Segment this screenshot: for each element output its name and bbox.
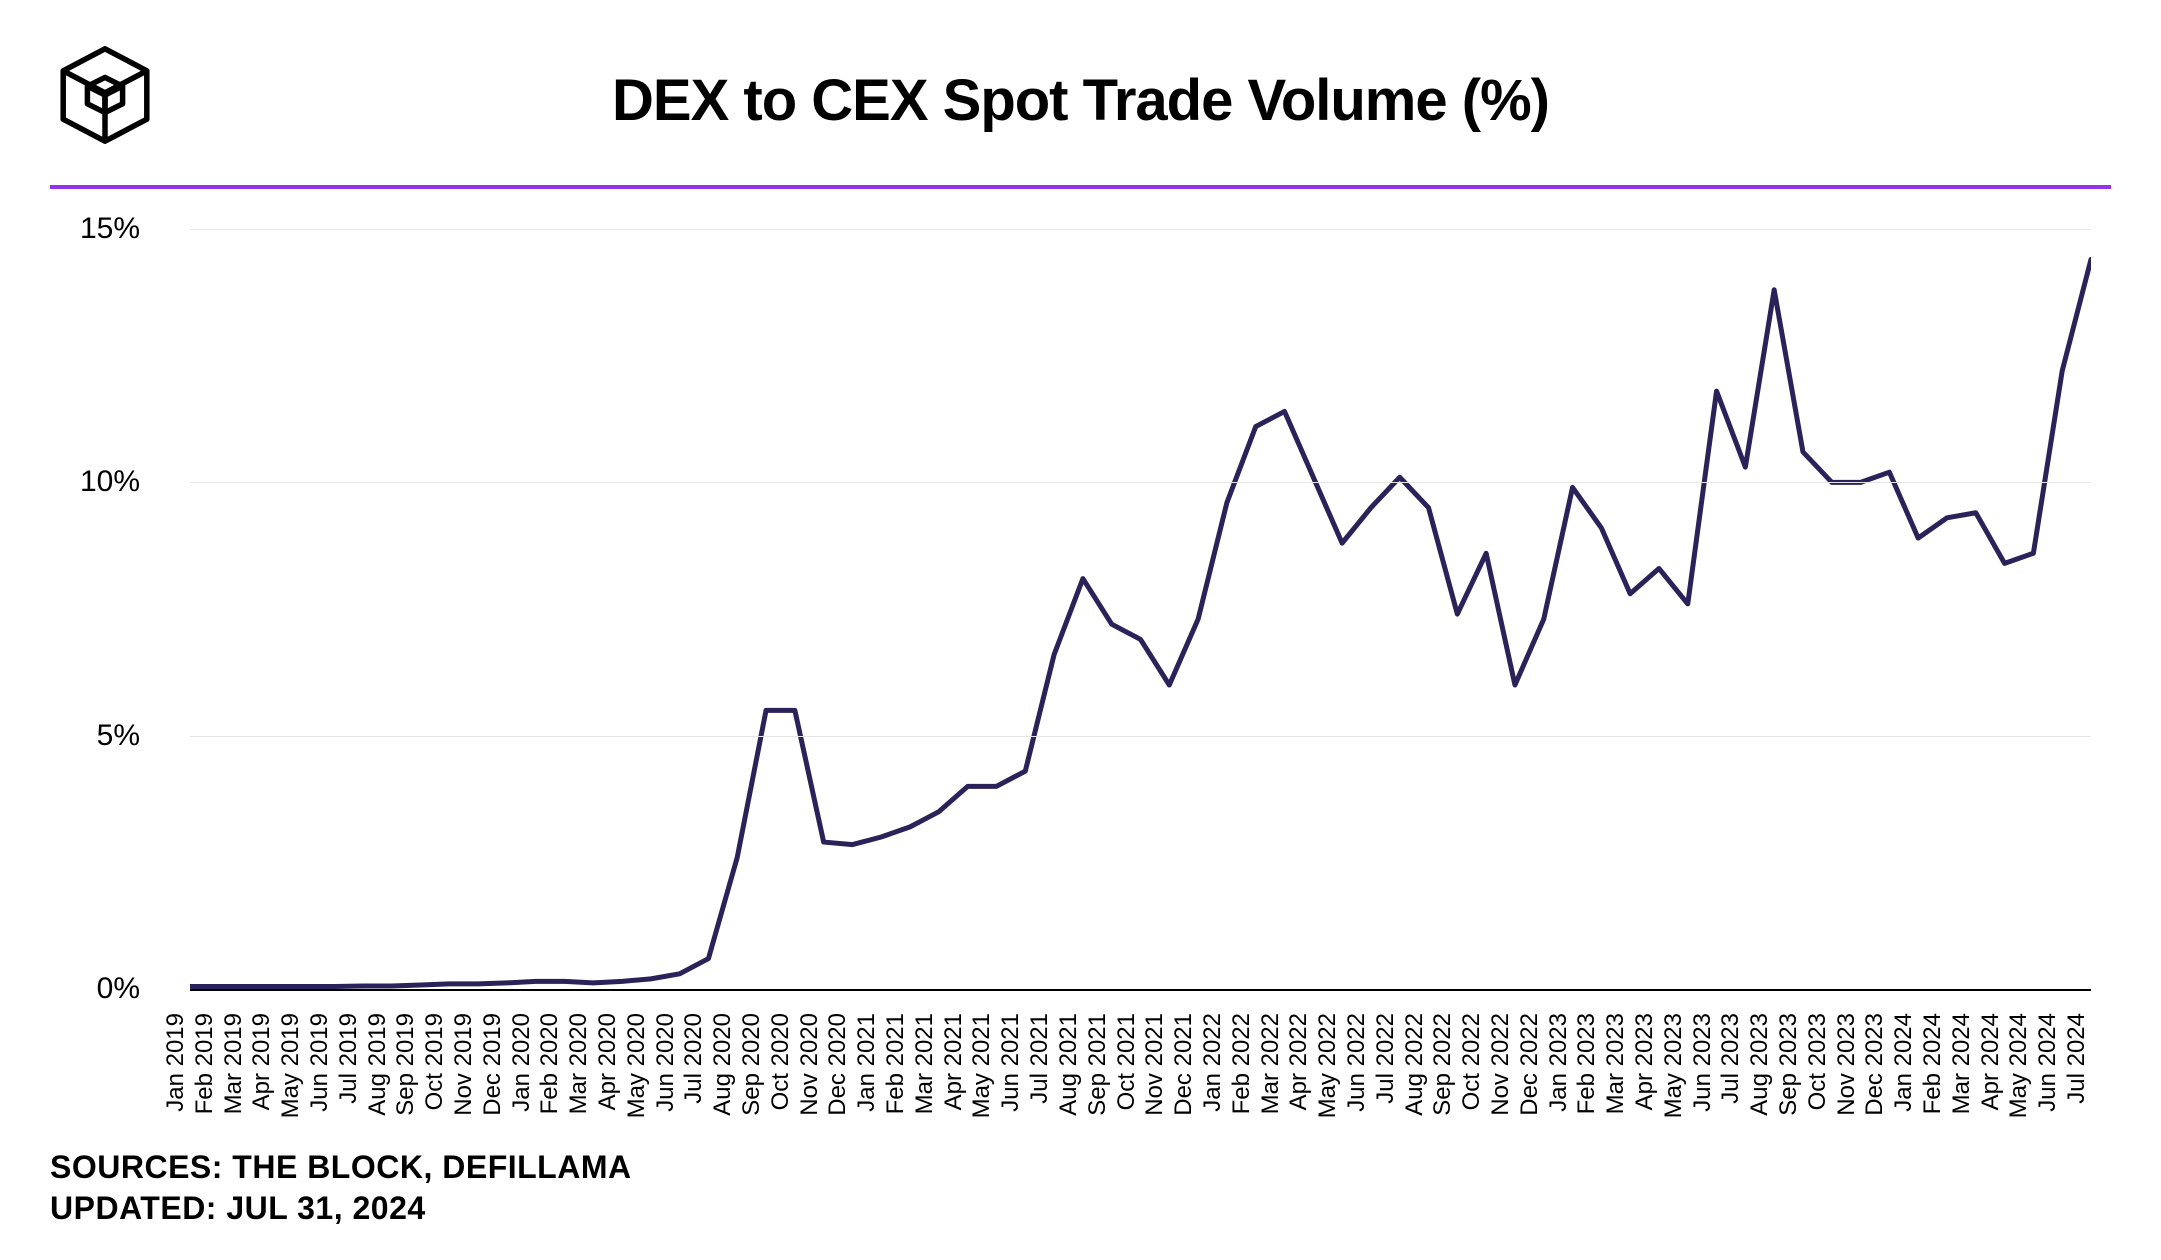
x-tick-label: Dec 2021 <box>1170 1013 1198 1116</box>
x-tick-label: Aug 2023 <box>1746 1013 1774 1116</box>
x-tick-label: Sep 2020 <box>738 1013 766 1116</box>
x-tick-label: Feb 2023 <box>1573 1013 1601 1114</box>
x-tick-label: Mar 2022 <box>1257 1013 1285 1114</box>
gridline <box>190 229 2091 230</box>
chart-container: DEX to CEX Spot Trade Volume (%) 0% 5% 10%… <box>0 0 2161 1260</box>
x-tick-label: Jan 2021 <box>853 1013 881 1112</box>
cube-logo-icon <box>50 40 160 150</box>
x-tick-label: Apr 2023 <box>1631 1013 1659 1110</box>
x-tick-label: May 2019 <box>277 1013 305 1118</box>
x-tick-label: Oct 2019 <box>421 1013 449 1110</box>
x-tick-label: Sep 2019 <box>392 1013 420 1116</box>
x-tick-label: Feb 2021 <box>882 1013 910 1114</box>
x-tick-label: Jun 2024 <box>2034 1013 2062 1112</box>
updated-text: UPDATED: JUL 31, 2024 <box>50 1188 632 1230</box>
x-tick-label: Nov 2020 <box>796 1013 824 1116</box>
x-tick-label: Jan 2022 <box>1199 1013 1227 1112</box>
x-tick-label: May 2022 <box>1314 1013 1342 1118</box>
x-tick-label: Dec 2020 <box>824 1013 852 1116</box>
x-tick-label: Apr 2020 <box>594 1013 622 1110</box>
x-tick-label: Jul 2022 <box>1372 1013 1400 1104</box>
x-tick-label: Aug 2021 <box>1055 1013 1083 1116</box>
x-tick-label: Jan 2019 <box>162 1013 190 1112</box>
x-tick-label: Feb 2024 <box>1919 1013 1947 1114</box>
chart-area: 0%5%10%15% Jan 2019Feb 2019Mar 2019Apr 2… <box>50 229 2111 989</box>
x-tick-label: Mar 2024 <box>1948 1013 1976 1114</box>
x-tick-label: Sep 2022 <box>1429 1013 1457 1116</box>
x-tick-label: Aug 2020 <box>709 1013 737 1116</box>
gridline <box>190 736 2091 737</box>
x-tick-label: Oct 2022 <box>1458 1013 1486 1110</box>
x-tick-label: Jul 2021 <box>1026 1013 1054 1104</box>
brand-logo <box>50 40 160 155</box>
x-tick-label: Nov 2022 <box>1487 1013 1515 1116</box>
x-tick-label: Jun 2021 <box>997 1013 1025 1112</box>
x-tick-label: Aug 2019 <box>364 1013 392 1116</box>
x-tick-label: May 2023 <box>1660 1013 1688 1118</box>
x-tick-label: Dec 2022 <box>1516 1013 1544 1116</box>
x-tick-label: Feb 2019 <box>191 1013 219 1114</box>
x-tick-label: Nov 2019 <box>450 1013 478 1116</box>
plot-region <box>190 229 2091 989</box>
x-tick-label: Nov 2021 <box>1141 1013 1169 1116</box>
x-tick-label: Mar 2023 <box>1602 1013 1630 1114</box>
x-tick-label: Jul 2024 <box>2063 1013 2091 1104</box>
x-tick-label: Jan 2020 <box>508 1013 536 1112</box>
x-tick-label: Apr 2021 <box>940 1013 968 1110</box>
x-tick-label: Mar 2020 <box>565 1013 593 1114</box>
x-tick-label: Nov 2023 <box>1833 1013 1861 1116</box>
gridline <box>190 482 2091 483</box>
data-line <box>190 259 2091 986</box>
y-tick-label: 0% <box>97 972 140 1006</box>
x-tick-label: Jan 2024 <box>1890 1013 1918 1112</box>
y-tick-label: 5% <box>97 719 140 753</box>
y-tick-label: 10% <box>80 465 140 499</box>
x-tick-label: Apr 2024 <box>1977 1013 2005 1110</box>
x-tick-label: Sep 2021 <box>1084 1013 1112 1116</box>
x-tick-label: May 2020 <box>623 1013 651 1118</box>
x-tick-label: Jul 2020 <box>680 1013 708 1104</box>
x-tick-label: Oct 2023 <box>1804 1013 1832 1110</box>
x-tick-label: Jun 2019 <box>306 1013 334 1112</box>
chart-title: DEX to CEX Spot Trade Volume (%) <box>50 67 2111 134</box>
footer: SOURCES: THE BLOCK, DEFILLAMA UPDATED: J… <box>50 1147 632 1230</box>
x-tick-label: Feb 2020 <box>536 1013 564 1114</box>
line-chart-svg <box>190 229 2091 989</box>
y-axis: 0%5%10%15% <box>50 229 180 989</box>
x-tick-label: Jul 2019 <box>335 1013 363 1104</box>
x-tick-label: Aug 2022 <box>1401 1013 1429 1116</box>
x-tick-label: Jun 2023 <box>1689 1013 1717 1112</box>
x-tick-label: Apr 2022 <box>1285 1013 1313 1110</box>
x-tick-label: Feb 2022 <box>1228 1013 1256 1114</box>
x-tick-label: Jul 2023 <box>1717 1013 1745 1104</box>
x-tick-label: Jan 2023 <box>1545 1013 1573 1112</box>
x-tick-label: Jun 2020 <box>652 1013 680 1112</box>
accent-divider <box>50 185 2111 189</box>
x-tick-label: Oct 2020 <box>767 1013 795 1110</box>
x-tick-label: Mar 2019 <box>220 1013 248 1114</box>
x-tick-label: Mar 2021 <box>911 1013 939 1114</box>
x-tick-label: Sep 2023 <box>1775 1013 1803 1116</box>
x-tick-label: Dec 2019 <box>479 1013 507 1116</box>
sources-text: SOURCES: THE BLOCK, DEFILLAMA <box>50 1147 632 1189</box>
x-axis: Jan 2019Feb 2019Mar 2019Apr 2019May 2019… <box>190 989 2091 1139</box>
y-tick-label: 15% <box>80 212 140 246</box>
x-tick-label: Dec 2023 <box>1861 1013 1889 1116</box>
x-tick-label: May 2021 <box>968 1013 996 1118</box>
x-tick-label: Apr 2019 <box>248 1013 276 1110</box>
header: DEX to CEX Spot Trade Volume (%) <box>50 40 2111 160</box>
x-tick-label: Jun 2022 <box>1343 1013 1371 1112</box>
x-tick-label: Oct 2021 <box>1113 1013 1141 1110</box>
x-tick-label: May 2024 <box>2005 1013 2033 1118</box>
